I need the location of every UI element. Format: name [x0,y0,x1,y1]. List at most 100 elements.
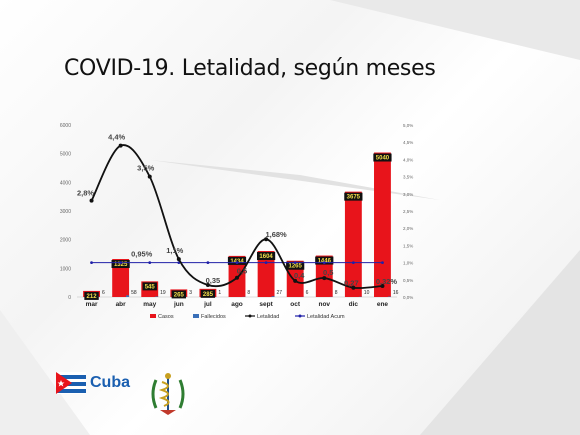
y-left-tick-label: 1000 [60,266,71,272]
case-value-label: 212 [87,294,98,300]
legend-label: Letalidad Acum [307,314,345,320]
death-value-label: 8 [335,290,338,296]
lethality-value-label: 1,68% [265,230,287,239]
medical-emblem-icon [151,373,185,415]
death-bar [126,295,130,297]
case-value-label: 545 [145,284,156,290]
brand-logo: Cuba [56,372,130,394]
legend-label: Fallecidos [201,314,226,320]
case-label-bg [315,256,334,265]
y-left-tick-label: 2000 [60,238,71,244]
y-right-tick-label: 4,0% [403,157,413,162]
x-category-label: nov [318,301,330,308]
x-category-label: dic [349,301,359,308]
case-value-label: 3675 [347,195,361,201]
case-label-bg [142,282,157,291]
lethality-value-label: 0,27 [344,279,359,288]
death-bar [271,296,275,297]
case-bar [344,191,362,297]
lethality-point [147,174,152,179]
case-label-bg [344,192,363,201]
acum-point [119,261,123,264]
death-value-label: 3 [189,290,192,296]
lethality-value-label: 0,35 [206,276,221,285]
x-category-label: jun [173,301,184,308]
acum-point [322,261,326,264]
acum-point [90,261,93,264]
death-value-label: 10 [364,290,370,296]
lethality-value-label: 0,4 [294,271,305,280]
case-value-label: 1604 [259,254,273,260]
lethality-point [380,283,385,288]
y-left-tick-label: 3000 [60,209,71,215]
lethality-value-label: 3,5% [137,164,154,173]
death-value-label: 8 [247,290,250,296]
case-value-label: 265 [174,292,185,298]
case-label-bg [200,289,216,298]
case-value-label: 1325 [114,262,128,268]
lethality-chart: 0 1000 2000 3000 4000 5000 6000 0,0% 0,5% 1,0% 1,5… [60,123,413,320]
lethality-point [322,276,327,281]
case-label-bg [373,153,392,162]
y-left-tick-label: 4000 [60,180,71,186]
case-value-label: 285 [203,292,214,298]
y-left-tick-label: 6000 [60,123,71,129]
lethality-point [235,275,239,280]
y-right-tick-label: 3,5% [403,175,413,180]
lethality-value-label: 1,1% [166,246,183,255]
case-value-label: 5040 [376,156,390,162]
y-right-tick-label: 2,5% [403,209,413,214]
x-category-label: ago [231,301,243,308]
y-right-tick-label: 0,5% [403,278,413,283]
x-category-label: ene [377,301,389,308]
case-label-bg [84,291,99,300]
acum-point [293,261,297,264]
case-label-bg [111,260,130,269]
legend-marker [298,314,302,318]
death-value-label: 16 [393,290,399,296]
legend-swatch [193,314,199,318]
case-label-bg [286,261,305,270]
case-bar [374,152,391,297]
case-value-label: 1265 [289,264,303,270]
acum-point [206,261,210,264]
y-right-tick-label: 2,0% [403,226,413,231]
lethality-value-label: 4,4% [108,133,125,142]
death-bar [155,296,159,297]
y-right-tick-label: 1,5% [403,243,413,248]
lethality-line [90,144,383,289]
lethality-point [205,282,210,287]
x-category-label: jul [203,301,212,308]
cuba-flag-icon [56,372,86,394]
acum-point [148,261,152,264]
slide-title: COVID-19. Letalidad, según meses [64,56,436,81]
acum-value-label: 0,95% [131,250,153,259]
lethality-point [89,198,94,203]
lethality-point [176,257,181,262]
death-value-label: 6 [102,290,105,296]
case-label-bg [227,256,247,265]
y-right-tick-label: 5,0% [403,123,413,128]
brand-name: Cuba [90,374,130,391]
legend-swatch [150,314,156,318]
y-right-tick-label: 0,0% [403,295,413,300]
acum-point [381,261,384,264]
death-value-label: 27 [277,290,283,296]
y-right-tick-label: 4,5% [403,140,413,145]
lethality-point [264,237,269,242]
legend-label: Letalidad [257,314,279,320]
acum-point [235,261,239,264]
y-right-tick-label: 1,0% [403,261,413,266]
acum-point [264,261,268,264]
y-left-tick-label: 5000 [60,152,71,158]
case-label-bg [171,290,187,299]
x-category-label: sept [259,301,273,308]
lethality-value-label: 0,5 [323,268,333,277]
death-value-label: 58 [131,290,137,296]
legend-label: Casos [158,314,174,320]
lethality-point [293,278,298,283]
y-left-tick-label: 0 [68,295,71,301]
death-value-label: 6 [306,290,309,296]
x-category-label: mar [86,301,98,308]
